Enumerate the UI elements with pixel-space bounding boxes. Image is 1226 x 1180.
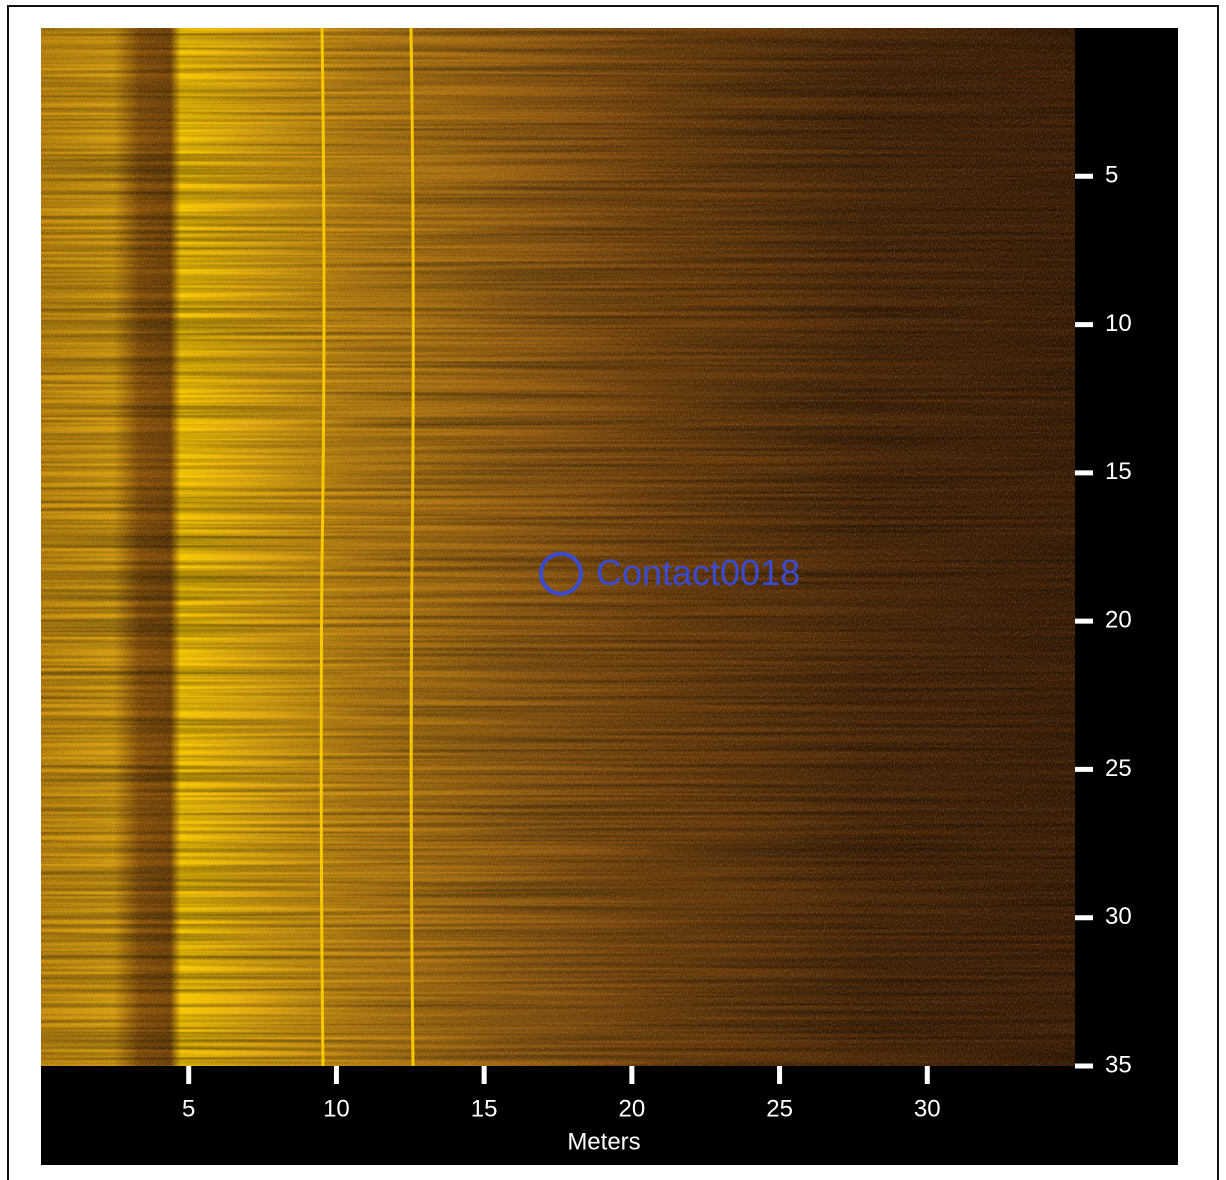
trace-line (409, 27, 415, 1067)
contact-marker (538, 551, 583, 596)
x-tick-label: 15 (471, 1095, 498, 1122)
sonar-image (41, 27, 1075, 1067)
y-tick-label: 25 (1105, 755, 1132, 782)
frame (7, 5, 1219, 1180)
y-tick-label: 20 (1105, 606, 1132, 633)
y-tick-label: 15 (1105, 458, 1132, 485)
x-tick-label: 20 (619, 1095, 646, 1122)
x-tick-label: 30 (914, 1095, 941, 1122)
y-tick-label: 35 (1105, 1051, 1132, 1078)
x-tick-label: 10 (323, 1095, 350, 1122)
trace-line (319, 27, 326, 1067)
y-tick-label: 30 (1105, 903, 1132, 930)
y-tick-label: 5 (1105, 162, 1118, 189)
x-axis-label: Meters (567, 1128, 640, 1155)
y-tick-label: 10 (1105, 310, 1132, 337)
x-tick-label: 25 (766, 1095, 793, 1122)
sonar-grain (41, 28, 1075, 1066)
contact-label: Contact0018 (596, 552, 800, 593)
x-tick-label: 5 (182, 1095, 195, 1122)
